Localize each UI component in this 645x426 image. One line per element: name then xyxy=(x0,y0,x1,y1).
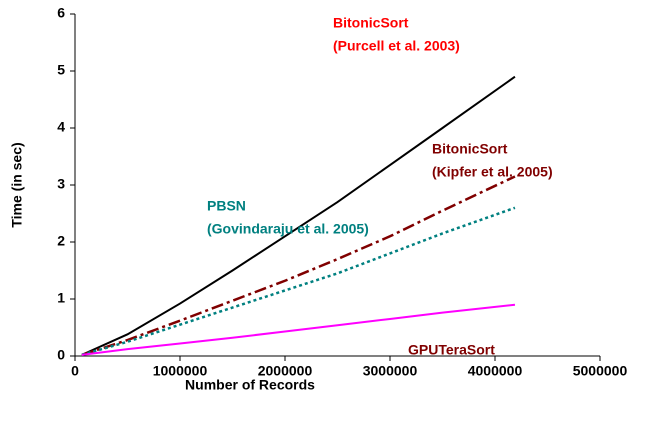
series-citation: (Govindaraju et al. 2005) xyxy=(207,221,369,237)
series-citation: (Purcell et al. 2003) xyxy=(333,38,460,54)
y-tick-label: 6 xyxy=(57,5,65,21)
series-line xyxy=(81,75,516,356)
series-label: BitonicSort xyxy=(432,141,508,157)
series-label: GPUTeraSort xyxy=(408,342,495,358)
series-line xyxy=(81,303,516,356)
x-tick-label: 3000000 xyxy=(363,363,418,379)
series-citation: (Kipfer et al. 2005) xyxy=(432,164,553,180)
x-axis-title: Number of Records xyxy=(185,377,315,393)
y-tick-label: 1 xyxy=(57,290,65,306)
series-label: PBSN xyxy=(207,198,246,214)
y-tick-label: 5 xyxy=(57,62,65,78)
series-label: BitonicSort xyxy=(333,15,409,31)
x-tick-label: 5000000 xyxy=(573,363,628,379)
y-tick-label: 4 xyxy=(57,119,65,135)
series-line xyxy=(81,206,516,357)
x-tick-label: 2000000 xyxy=(258,363,313,379)
y-tick-label: 2 xyxy=(57,233,65,249)
y-tick-label: 3 xyxy=(57,176,65,192)
y-axis-title: Time (in sec) xyxy=(9,142,25,227)
x-tick-label: 0 xyxy=(71,363,79,379)
y-tick-label: 0 xyxy=(57,347,65,363)
x-tick-label: 4000000 xyxy=(468,363,523,379)
series-line xyxy=(81,175,516,357)
x-tick-label: 1000000 xyxy=(153,363,208,379)
